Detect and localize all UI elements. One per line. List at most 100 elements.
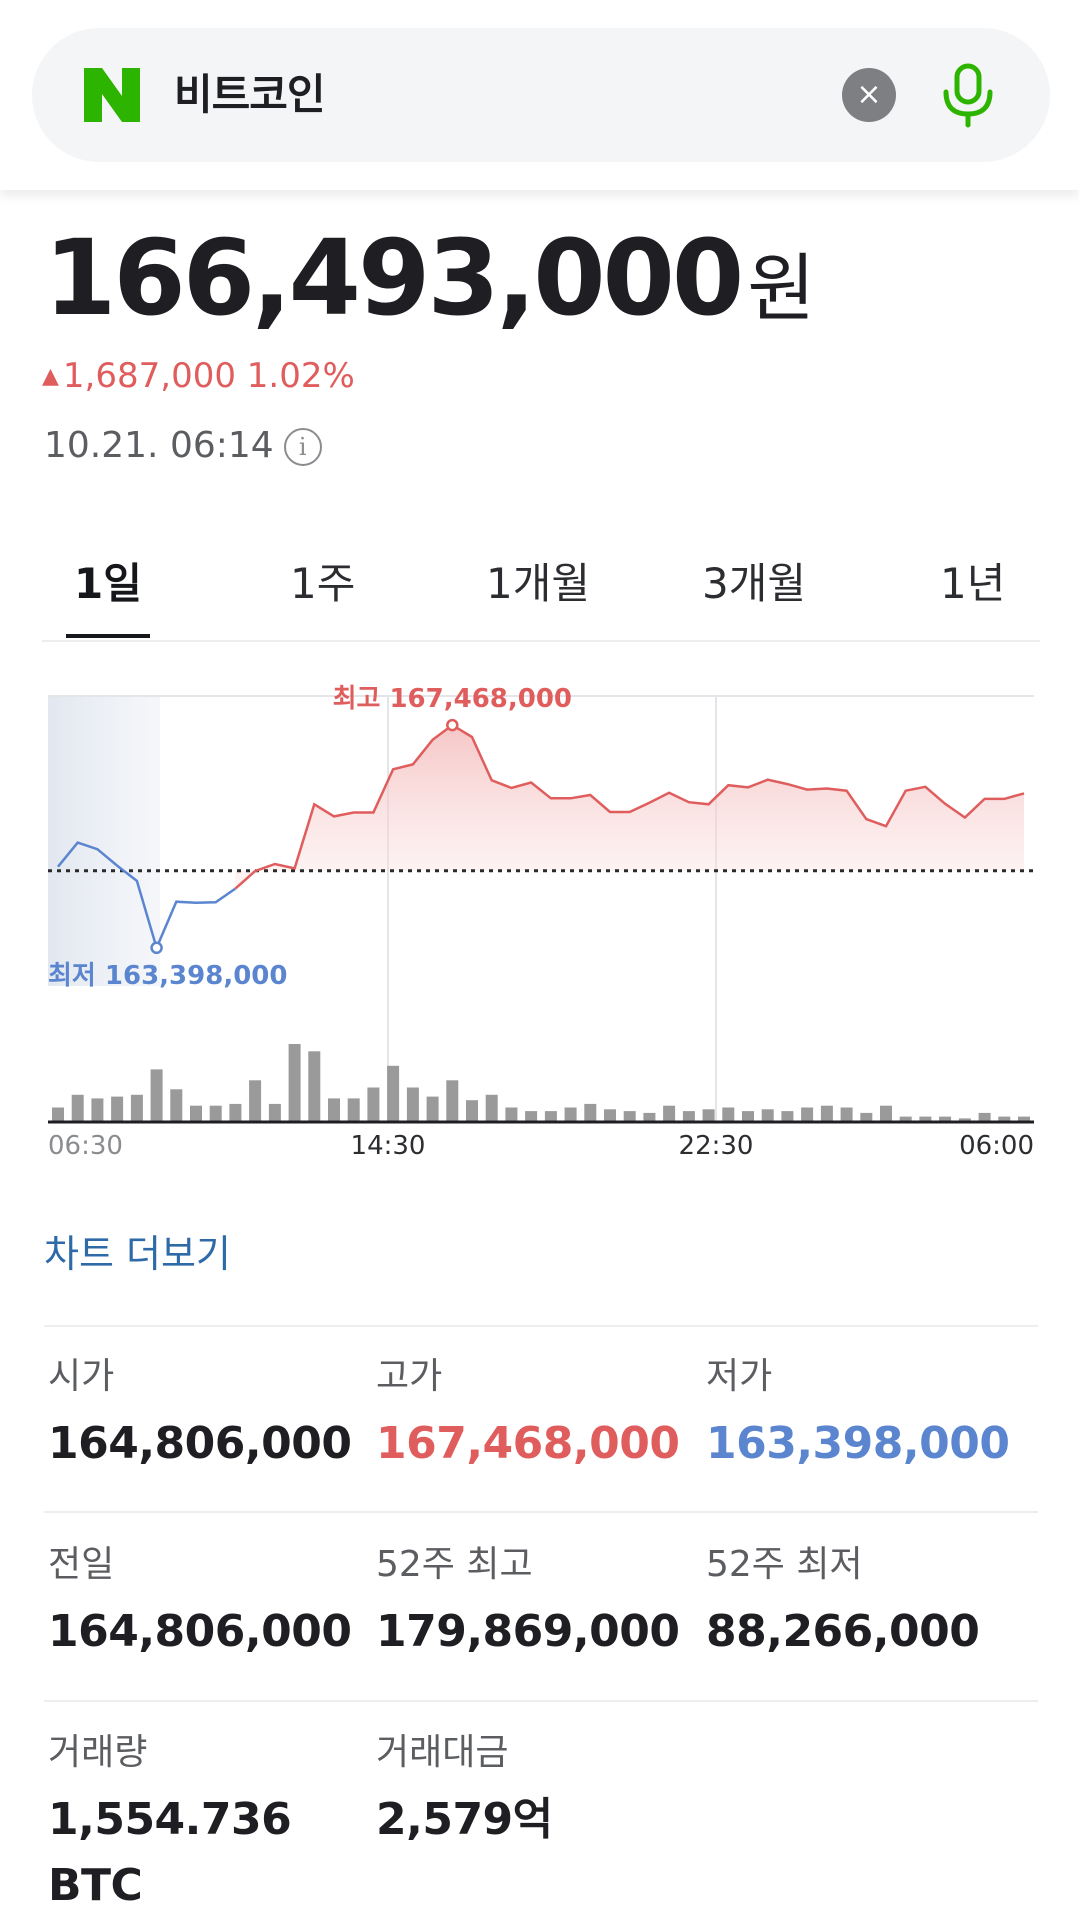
search-header: 비트코인 × — [0, 0, 1079, 190]
volume-bar — [406, 1087, 419, 1122]
volume-bar — [722, 1107, 735, 1122]
timestamp-text: 10.21. 06:14 — [44, 425, 274, 466]
volume-bar — [71, 1094, 84, 1122]
volume-bar — [643, 1112, 656, 1122]
current-price: 166,493,000원 — [44, 218, 815, 349]
volume-bar — [347, 1098, 360, 1122]
volume-bar — [742, 1111, 754, 1122]
volume-bar — [130, 1094, 143, 1122]
volume-bar — [446, 1080, 459, 1122]
clear-search-button[interactable]: × — [842, 68, 896, 122]
x-tick-label: 06:00 — [959, 1131, 1034, 1161]
chart-shaded-region — [48, 696, 160, 986]
stat-open-value: 164,806,000 — [48, 1418, 352, 1469]
stat-volume-unit: BTC — [48, 1860, 143, 1911]
volume-bar — [860, 1112, 873, 1122]
divider — [44, 1511, 1038, 1513]
search-input[interactable]: 비트코인 — [174, 70, 326, 119]
x-tick-label: 06:30 — [48, 1131, 123, 1161]
price-unit: 원 — [747, 246, 816, 332]
tab-3month[interactable]: 3개월 — [702, 559, 807, 608]
volume-bar — [544, 1111, 557, 1122]
volume-bar — [899, 1116, 912, 1122]
volume-bar — [209, 1105, 222, 1122]
stat-52w-high-label: 52주 최고 — [376, 1544, 533, 1585]
volume-bar — [466, 1100, 478, 1122]
chart-series-line-above — [234, 723, 1025, 890]
volume-bar — [682, 1111, 695, 1122]
naver-n-logo[interactable] — [82, 66, 142, 124]
chart-series-line-below — [57, 841, 237, 952]
volume-bar — [702, 1109, 715, 1122]
tab-1day[interactable]: 1일 — [74, 559, 142, 608]
tab-1year[interactable]: 1년 — [940, 559, 1006, 608]
volume-bar — [840, 1107, 853, 1122]
volume-bar — [367, 1087, 380, 1122]
volume-bar — [781, 1111, 794, 1122]
stat-turnover-label: 거래대금 — [376, 1732, 509, 1773]
stat-high-label: 고가 — [376, 1356, 443, 1397]
stat-low-value: 163,398,000 — [706, 1418, 1010, 1469]
stat-volume-value: 1,554.736 — [48, 1794, 292, 1845]
volume-bar — [761, 1109, 774, 1122]
stat-prev-close-label: 전일 — [48, 1544, 115, 1585]
volume-bar — [170, 1089, 183, 1122]
volume-bar — [249, 1080, 262, 1122]
volume-bar — [52, 1107, 64, 1122]
volume-bar — [998, 1116, 1011, 1122]
volume-bar — [426, 1096, 439, 1122]
microphone-icon[interactable] — [938, 62, 998, 128]
volume-bar — [820, 1105, 833, 1122]
volume-bar — [584, 1103, 597, 1122]
volume-bar — [229, 1103, 242, 1122]
stat-52w-low-value: 88,266,000 — [706, 1606, 980, 1657]
stat-volume-label: 거래량 — [48, 1732, 148, 1773]
volume-bar — [1018, 1116, 1030, 1122]
period-tabs: 1일 1주 1개월 3개월 1년 — [42, 540, 1040, 642]
divider — [44, 1325, 1038, 1327]
stat-52w-high-value: 179,869,000 — [376, 1606, 680, 1657]
volume-bar — [525, 1111, 538, 1122]
volume-bar — [801, 1107, 814, 1122]
chart-area-fill — [235, 725, 1024, 889]
divider — [44, 1700, 1038, 1702]
more-chart-link[interactable]: 차트 더보기 — [44, 1232, 231, 1276]
search-bar[interactable]: 비트코인 × — [32, 28, 1050, 162]
info-icon[interactable]: i — [283, 428, 322, 466]
volume-bar — [288, 1044, 301, 1122]
volume-bar — [111, 1096, 124, 1122]
price-change-value: 1,687,000 1.02% — [62, 356, 355, 396]
volume-bar — [663, 1105, 676, 1122]
stat-low-label: 저가 — [706, 1356, 773, 1397]
quote-timestamp: 10.21. 06:14 i — [44, 421, 322, 471]
volume-bar — [880, 1105, 892, 1122]
volume-bar — [91, 1098, 104, 1122]
price-chart[interactable]: 최고 167,468,000 최저 163,398,000 06:30 14:3… — [0, 660, 1079, 1180]
volume-bar — [939, 1116, 952, 1122]
volume-bar — [978, 1112, 991, 1122]
x-tick-label: 14:30 — [351, 1131, 426, 1161]
volume-bar — [485, 1094, 498, 1122]
price-change: ▲ 1,687,000 1.02% — [42, 353, 355, 400]
volume-bar — [958, 1118, 971, 1122]
volume-bar — [308, 1051, 321, 1122]
close-icon: × — [856, 77, 882, 112]
active-tab-indicator — [66, 634, 150, 638]
volume-bar — [623, 1111, 636, 1122]
volume-bar — [505, 1107, 518, 1122]
price-value: 166,493,000 — [44, 217, 744, 339]
tab-1week[interactable]: 1주 — [290, 559, 356, 608]
volume-bar — [604, 1109, 616, 1122]
tab-1month[interactable]: 1개월 — [486, 559, 591, 608]
chart-low-marker — [150, 941, 163, 955]
volume-bar — [919, 1116, 932, 1122]
x-tick-label: 22:30 — [679, 1131, 754, 1161]
chart-high-marker — [446, 718, 459, 732]
volume-bar — [268, 1103, 281, 1122]
stat-open-label: 시가 — [48, 1356, 115, 1397]
volume-bar — [190, 1105, 202, 1122]
stat-high-value: 167,468,000 — [376, 1418, 680, 1469]
up-arrow-icon: ▲ — [42, 364, 59, 389]
stat-52w-low-label: 52주 최저 — [706, 1544, 863, 1585]
chart-high-label: 최고 167,468,000 — [333, 684, 572, 714]
